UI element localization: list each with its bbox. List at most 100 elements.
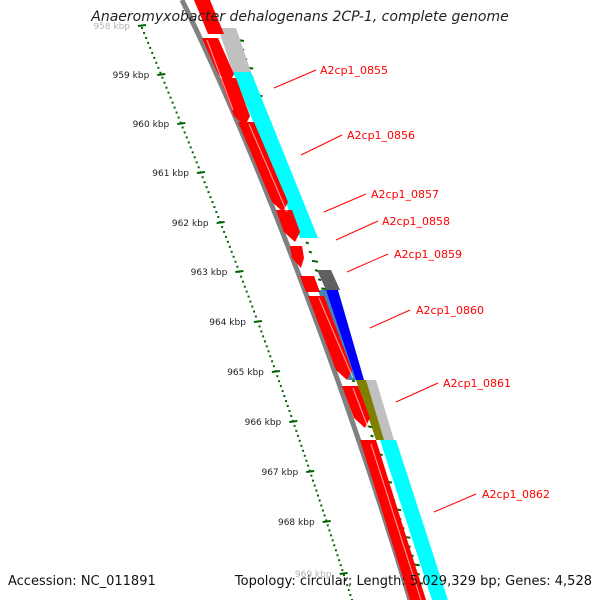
ruler-dot (179, 121, 182, 124)
ruler-tick (271, 370, 281, 373)
ruler-dot (320, 504, 323, 507)
feature-cds (360, 440, 426, 600)
ruler-dot (155, 61, 158, 64)
feature-tick (351, 379, 356, 383)
accession-label: Accession: NC_011891 (8, 574, 156, 589)
ruler-dot (315, 489, 318, 492)
ruler-dot (203, 181, 206, 184)
ruler-dot (310, 474, 313, 477)
ruler-dot (276, 375, 279, 378)
ruler-dot (331, 539, 334, 542)
feature-tick (317, 278, 322, 282)
ruler-dot (267, 350, 270, 353)
ruler-dot (349, 594, 352, 597)
ruler-dot (234, 260, 237, 263)
ruler-label: 965 kbp (227, 368, 264, 378)
ruler-label: 968 kbp (278, 518, 315, 528)
ruler-dot (290, 414, 293, 417)
ruler-dot (175, 111, 178, 114)
ruler-dot (271, 360, 274, 363)
gene-labels: A2cp1_0855 A2cp1_0856 A2cp1_0857 A2cp1_0858… (273, 64, 550, 513)
ruler-dot (242, 280, 245, 283)
ruler-dot (254, 315, 257, 318)
ruler-dot (344, 579, 347, 582)
ruler-dot (181, 126, 184, 129)
ruler-dot (171, 101, 174, 104)
ruler-dot (249, 300, 252, 303)
ruler-dot (258, 325, 261, 328)
ruler-dot (302, 449, 305, 452)
gene-label: A2cp1_0860 (416, 304, 484, 317)
ruler-dot (161, 76, 164, 79)
feature-cds-arrow (220, 78, 250, 126)
feature-tick (370, 434, 374, 438)
ruler-dot (211, 201, 214, 204)
feature-cds (300, 276, 320, 292)
ruler-dot (151, 51, 154, 54)
ruler-dot (293, 424, 296, 427)
ruler-dot (163, 81, 166, 84)
feature-light-gray (218, 28, 251, 72)
ruler-dot (312, 479, 315, 482)
ruler-dot (262, 335, 265, 338)
gene-leader-line (273, 69, 317, 89)
ruler-dot (336, 554, 339, 557)
ruler-tick (157, 73, 166, 76)
feature-light-gray (366, 380, 394, 440)
ruler-dot (328, 529, 331, 532)
ruler-dot (191, 151, 194, 154)
ruler-dot (288, 409, 291, 412)
ruler-dot (334, 549, 337, 552)
ruler-dot (226, 240, 229, 243)
ruler-label: 959 kbp (113, 71, 150, 81)
ruler-label: 962 kbp (172, 219, 209, 229)
feature-cyan (233, 72, 318, 238)
ruler-label: 963 kbp (191, 268, 228, 278)
gene-leader-line (323, 193, 367, 213)
ruler-dot (189, 146, 192, 149)
ruler-dot (339, 564, 342, 567)
gene-leader-line (346, 253, 389, 273)
ruler-dot (323, 514, 326, 517)
gene-label: A2cp1_0857 (371, 188, 439, 201)
ruler-dot (173, 106, 176, 109)
ruler-dot (297, 434, 300, 437)
gene-label: A2cp1_0858 (382, 215, 450, 228)
ruler-label: 958 kbp (93, 22, 130, 32)
ruler-dot (228, 245, 231, 248)
ruler-dot (201, 176, 204, 179)
ruler-dot (240, 275, 243, 278)
ruler-dot (165, 86, 168, 89)
ruler-dot (153, 56, 156, 59)
ruler-dot (205, 186, 208, 189)
gene-leader-line (300, 134, 343, 156)
ruler-dot (243, 285, 246, 288)
ruler-dot (263, 340, 266, 343)
ruler-dot (341, 569, 344, 572)
ruler-dot (247, 295, 250, 298)
ruler-dot (305, 459, 308, 462)
ruler-dot (167, 91, 170, 94)
ruler-dot (265, 345, 268, 348)
ruler-label: 960 kbp (133, 120, 170, 130)
ruler-dot (269, 355, 272, 358)
ruler-tick (253, 320, 263, 323)
ruler-dot (285, 400, 288, 403)
ruler-dot (298, 439, 301, 442)
feature-cds (194, 0, 224, 34)
feature-shine (352, 387, 370, 431)
ruler-dot (346, 584, 349, 587)
feature-tick (305, 241, 310, 245)
ruler-dot (326, 524, 329, 527)
ruler-dot (318, 499, 321, 502)
ruler-tick (322, 520, 331, 523)
ruler-dot (325, 519, 328, 522)
ruler-dot (143, 31, 146, 34)
ruler-dot (307, 464, 310, 467)
genome-backbone (179, 0, 413, 600)
feature-cds-arrow (238, 122, 288, 212)
ruler-dot (342, 574, 345, 577)
ruler-dot (245, 290, 248, 293)
ruler-dot (333, 544, 336, 547)
